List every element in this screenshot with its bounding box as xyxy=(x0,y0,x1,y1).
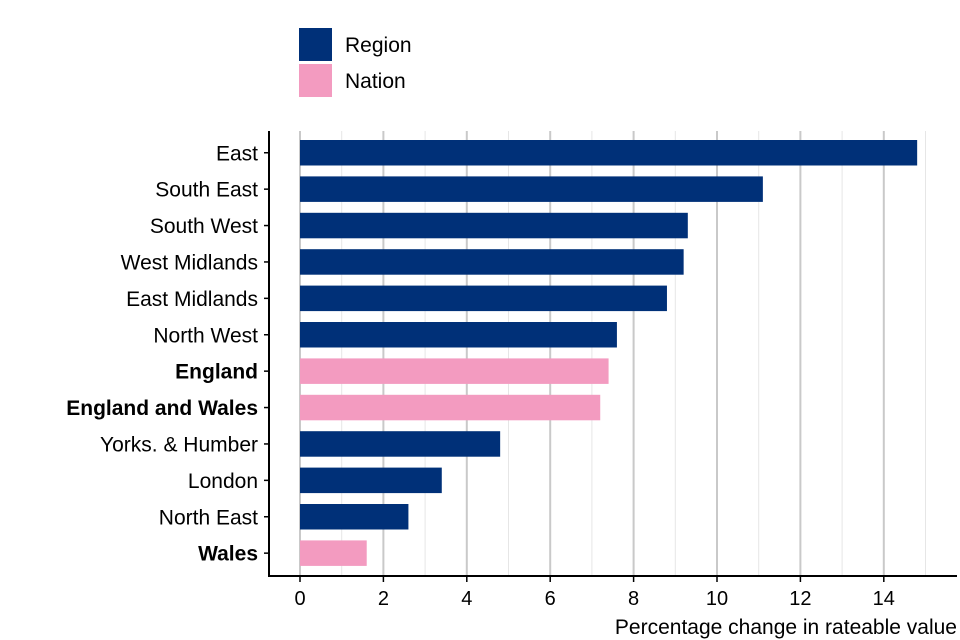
gridlines xyxy=(299,131,926,576)
bar-west-midlands xyxy=(300,249,684,275)
bars xyxy=(300,140,918,566)
category-label: East xyxy=(216,142,258,165)
x-tick-label: 2 xyxy=(378,588,389,610)
bar-north-east xyxy=(300,504,409,530)
category-label: Wales xyxy=(198,543,258,566)
bar-london xyxy=(300,467,442,494)
legend: Region Nation xyxy=(299,28,412,97)
category-label: England and Wales xyxy=(66,397,258,420)
category-label: London xyxy=(188,470,258,493)
category-label: South East xyxy=(155,179,258,202)
bar-north-west xyxy=(300,322,617,348)
x-tick-label: 14 xyxy=(873,588,895,610)
legend-swatch-nation xyxy=(299,64,332,97)
bar-wales xyxy=(300,540,367,566)
category-label: West Midlands xyxy=(121,251,258,274)
x-tick-label: 10 xyxy=(706,588,728,610)
x-ticks: 0 2 4 6 8 10 12 14 xyxy=(294,576,895,610)
category-label: North East xyxy=(159,506,258,529)
legend-swatch-region xyxy=(299,28,332,61)
legend-label: Region xyxy=(345,34,412,57)
category-label: East Midlands xyxy=(126,288,258,311)
category-label: England xyxy=(175,361,258,384)
bar-yorks-humber xyxy=(300,431,501,457)
x-tick-label: 0 xyxy=(294,588,305,610)
bar-england xyxy=(300,358,609,384)
bar-south-west xyxy=(300,212,688,239)
category-label: North West xyxy=(153,324,258,347)
legend-label: Nation xyxy=(345,70,406,93)
x-tick-label: 4 xyxy=(461,588,472,610)
bar-england-and-wales xyxy=(300,394,601,421)
bar-east-midlands xyxy=(300,285,667,312)
category-label: South West xyxy=(150,215,258,238)
x-tick-label: 6 xyxy=(545,588,556,610)
x-tick-label: 12 xyxy=(789,588,811,610)
bar-east xyxy=(300,140,918,166)
category-labels: East South East South West West Midlands Eas… xyxy=(66,142,258,565)
x-axis-title: Percentage change in rateable value xyxy=(615,616,957,639)
category-label: Yorks. & Humber xyxy=(100,433,258,456)
bar-south-east xyxy=(300,176,763,202)
x-tick-label: 8 xyxy=(628,588,639,610)
